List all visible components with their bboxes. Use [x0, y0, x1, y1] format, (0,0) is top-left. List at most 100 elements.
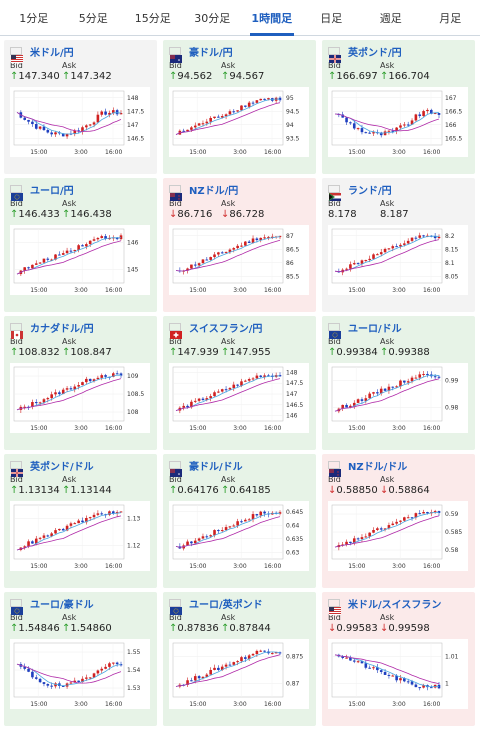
candlestick-chart[interactable]: 87 86.5 86 85.5 15:00 3:00 16:00	[169, 225, 309, 295]
candlestick-chart[interactable]: 109 108.5 108 15:00 3:00 16:00	[10, 363, 150, 433]
bid-label: Bid	[10, 613, 23, 622]
y-tick-label: 87	[286, 233, 294, 240]
y-tick-label: 0.87	[286, 681, 300, 688]
tab-2[interactable]: 15分足	[134, 11, 171, 25]
currency-pair-link[interactable]: ユーロ/豪ドル	[30, 599, 94, 611]
x-tick-label: 3:00	[233, 701, 247, 708]
rate-card[interactable]: 英ポンド/円 Bid Ask ↑166.697 ↑166.704 167 166.5 166 1…	[322, 40, 475, 174]
candlestick-chart[interactable]: 0.645 0.64 0.635 0.63 15:00 3:00 16:00	[169, 501, 309, 571]
candlestick-chart[interactable]: 146 145 15:00 3:00 16:00	[10, 225, 150, 295]
candlestick-chart[interactable]: 148 147.5 147 146.5 146 15:00 3:00 16:00	[169, 363, 309, 433]
candlestick-chart[interactable]: 1.13 1.12 15:00 3:00 16:00	[10, 501, 150, 571]
tab-7[interactable]: 月足	[439, 11, 462, 25]
bid-number: 0.87836	[177, 623, 219, 634]
tab-0[interactable]: 1分足	[19, 11, 49, 25]
currency-pair-link[interactable]: 米ドル/スイスフラン	[348, 599, 442, 611]
currency-pair-link[interactable]: NZドル/ドル	[348, 461, 408, 473]
y-tick-label: 0.99	[445, 378, 459, 385]
x-tick-label: 3:00	[74, 701, 88, 708]
y-tick-label: 1.01	[445, 654, 459, 661]
rate-card[interactable]: ユーロ/英ポンド Bid Ask ↑0.87836 ↑0.87844 0.875 0.87 1…	[163, 592, 316, 726]
rate-card[interactable]: ユーロ/円 Bid Ask ↑146.433 ↑146.438 146 145 15:00 3:…	[4, 178, 157, 312]
x-tick-label: 16:00	[264, 149, 281, 156]
candlestick-chart[interactable]: 95 94.5 94 93.5 15:00 3:00 16:00	[169, 87, 309, 157]
currency-pair-link[interactable]: 英ポンド/円	[348, 47, 402, 59]
currency-pair-link[interactable]: 豪ドル/円	[189, 47, 233, 59]
rate-card[interactable]: 米ドル/スイスフラン Bid Ask ↓0.99583 ↓0.99598 1.01 1 15:…	[322, 592, 475, 726]
candlestick-chart[interactable]: 0.59 0.585 0.58 15:00 3:00 16:00	[328, 501, 468, 571]
tab-1[interactable]: 5分足	[78, 11, 108, 25]
currency-pair-link[interactable]: 豪ドル/ドル	[189, 461, 243, 473]
ask-number: 146.438	[70, 209, 112, 220]
eu-flag-icon	[169, 599, 182, 615]
candlestick-chart[interactable]: 8.2 8.15 8.1 8.05 15:00 3:00 16:00	[328, 225, 468, 295]
y-tick-label: 94.5	[286, 108, 300, 115]
currency-pair-link[interactable]: カナダドル/円	[30, 323, 94, 335]
candlestick-chart[interactable]: 1.01 1 15:00 3:00 16:00	[328, 639, 468, 709]
tab-4[interactable]: 1時間足	[242, 0, 302, 36]
candlestick-chart[interactable]: 0.875 0.87 15:00 3:00 16:00	[169, 639, 309, 709]
x-tick-label: 16:00	[423, 425, 440, 432]
x-tick-label: 16:00	[264, 701, 281, 708]
rate-card[interactable]: 豪ドル/円 Bid Ask ↑94.562 ↑94.567 95 94.5 94 93.5 15:…	[163, 40, 316, 174]
tab-5[interactable]: 日足	[320, 11, 343, 25]
bid-ask-values: ↑146.433 ↑146.438	[10, 209, 151, 220]
candlestick-chart[interactable]: 0.99 0.98 15:00 3:00 16:00	[328, 363, 468, 433]
x-tick-label: 15:00	[189, 701, 206, 708]
rate-card[interactable]: NZドル/円 Bid Ask ↓86.716 ↓86.728 87 86.5 86 85.5 15…	[163, 178, 316, 312]
rate-card[interactable]: NZドル/ドル Bid Ask ↓0.58850 ↓0.58864 0.59 0.585 0.…	[322, 454, 475, 588]
currency-pair-link[interactable]: ユーロ/ドル	[348, 323, 402, 335]
x-tick-label: 15:00	[30, 563, 47, 570]
arrow-down-icon: ↓	[328, 485, 337, 496]
rate-card[interactable]: ユーロ/ドル Bid Ask ↑0.99384 ↑0.99388 0.99 0.98 15:0…	[322, 316, 475, 450]
x-tick-label: 15:00	[348, 287, 365, 294]
rate-card[interactable]: ランド/円 Bid Ask 8.178 8.187 8.2 8.15 8.1 8.05 15:00…	[322, 178, 475, 312]
x-tick-label: 16:00	[264, 287, 281, 294]
arrow-up-icon: ↑	[328, 71, 337, 82]
rate-card[interactable]: スイスフラン/円 Bid Ask ↑147.939 ↑147.955 148 147.5 14…	[163, 316, 316, 450]
bid-ask-labels: Bid Ask	[328, 613, 469, 622]
eu-flag-icon	[10, 185, 23, 201]
bid-number: 1.13134	[18, 485, 60, 496]
candlestick-chart[interactable]: 1.55 1.54 1.53 15:00 3:00 16:00	[10, 639, 150, 709]
rate-card[interactable]: カナダドル/円 Bid Ask ↑108.832 ↑108.847 109 108.5 108…	[4, 316, 157, 450]
y-tick-label: 0.64	[286, 522, 300, 529]
currency-pair-link[interactable]: 英ポンド/ドル	[30, 461, 94, 473]
currency-pair-link[interactable]: スイスフラン/円	[189, 323, 263, 335]
tab-6[interactable]: 週足	[379, 11, 402, 25]
y-tick-label: 0.59	[445, 511, 459, 518]
card-header: ユーロ/円	[10, 182, 151, 201]
card-header: NZドル/ドル	[328, 458, 469, 477]
bid-number: 0.64176	[177, 485, 219, 496]
x-tick-label: 15:00	[189, 563, 206, 570]
y-tick-label: 145	[127, 267, 139, 274]
rate-card[interactable]: 豪ドル/ドル Bid Ask ↑0.64176 ↑0.64185 0.645 0.64 0.6…	[163, 454, 316, 588]
currency-pair-link[interactable]: ユーロ/円	[30, 185, 74, 197]
bid-value: ↓86.716	[169, 209, 221, 220]
x-tick-label: 15:00	[189, 149, 206, 156]
candlestick-chart[interactable]: 148 147.5 147 146.5 15:00 3:00 16:00	[10, 87, 150, 157]
rate-card[interactable]: ユーロ/豪ドル Bid Ask ↑1.54846 ↑1.54860 1.55 1.54 1.5…	[4, 592, 157, 726]
y-tick-label: 94	[286, 122, 294, 129]
currency-pair-link[interactable]: NZドル/円	[189, 185, 239, 197]
currency-pair-link[interactable]: ユーロ/英ポンド	[189, 599, 263, 611]
bid-label: Bid	[328, 613, 341, 622]
y-tick-label: 0.585	[445, 529, 462, 536]
ask-label: Ask	[62, 199, 77, 208]
tab-3[interactable]: 30分足	[194, 11, 231, 25]
bid-value: ↑1.54846	[10, 623, 62, 634]
ask-number: 0.99598	[388, 623, 430, 634]
candlestick-chart[interactable]: 167 166.5 166 165.5 15:00 3:00 16:00	[328, 87, 468, 157]
gb-flag-icon	[10, 461, 23, 477]
y-tick-label: 0.645	[286, 509, 303, 516]
currency-pair-link[interactable]: 米ドル/円	[30, 47, 74, 59]
ask-value: ↑147.955	[221, 347, 273, 358]
arrow-up-icon: ↑	[10, 623, 19, 634]
rate-card[interactable]: 米ドル/円 Bid Ask ↑147.340 ↑147.342 148 147.5 147 14…	[4, 40, 157, 174]
bid-ask-labels: Bid Ask	[328, 337, 469, 346]
arrow-down-icon: ↓	[328, 623, 337, 634]
x-tick-label: 3:00	[74, 287, 88, 294]
ask-number: 108.847	[70, 347, 112, 358]
rate-card[interactable]: 英ポンド/ドル Bid Ask ↑1.13134 ↑1.13144 1.13 1.12 15:…	[4, 454, 157, 588]
currency-pair-link[interactable]: ランド/円	[348, 185, 392, 197]
